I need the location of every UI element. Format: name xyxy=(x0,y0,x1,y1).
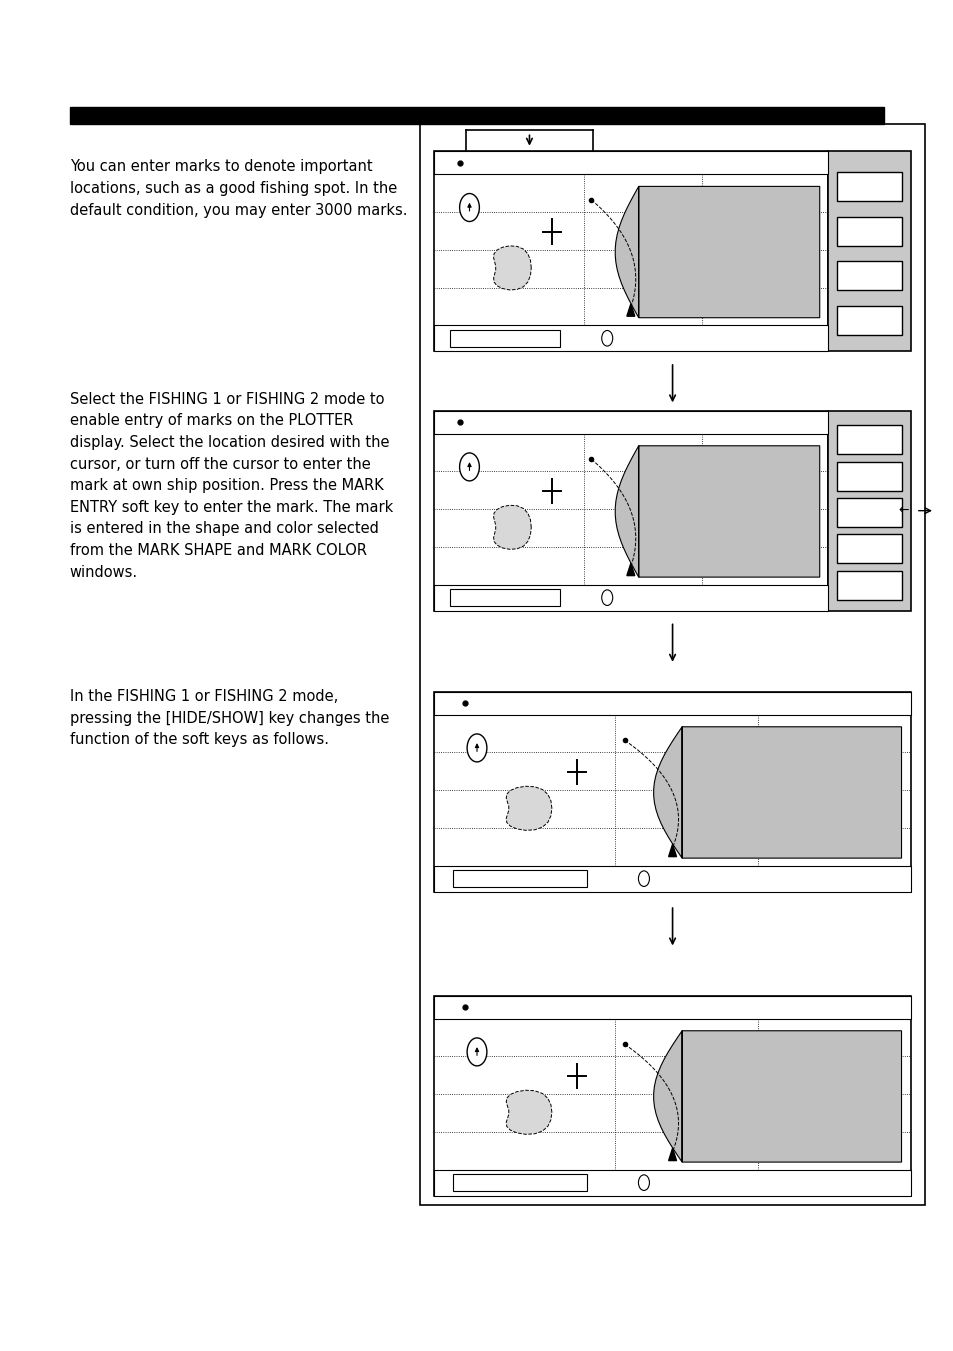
Circle shape xyxy=(467,734,486,762)
Bar xyxy=(450,330,559,347)
Bar xyxy=(434,996,910,1196)
Bar xyxy=(836,570,901,600)
Text: Select the FISHING 1 or FISHING 2 mode to
enable entry of marks on the PLOTTER
d: Select the FISHING 1 or FISHING 2 mode t… xyxy=(70,392,393,580)
Bar xyxy=(434,151,826,174)
Polygon shape xyxy=(653,1031,901,1162)
Bar xyxy=(826,151,910,351)
Bar xyxy=(434,692,910,892)
Bar xyxy=(453,870,586,888)
Bar xyxy=(836,535,901,563)
Bar xyxy=(419,124,924,1205)
Bar xyxy=(836,426,901,454)
Bar xyxy=(836,216,901,246)
Bar xyxy=(434,585,826,611)
Polygon shape xyxy=(615,186,819,317)
Polygon shape xyxy=(615,446,819,577)
Circle shape xyxy=(459,453,478,481)
Bar xyxy=(836,462,901,490)
Text: You can enter marks to denote important
locations, such as a good fishing spot. : You can enter marks to denote important … xyxy=(70,159,407,218)
Bar xyxy=(836,305,901,335)
Polygon shape xyxy=(493,505,531,550)
Polygon shape xyxy=(493,246,531,290)
Circle shape xyxy=(459,193,478,222)
Circle shape xyxy=(601,331,612,346)
Circle shape xyxy=(601,590,612,605)
Text: ←: ← xyxy=(898,504,908,517)
Polygon shape xyxy=(626,563,634,576)
Bar xyxy=(453,1174,586,1192)
Circle shape xyxy=(638,1175,649,1190)
Polygon shape xyxy=(626,304,634,316)
Polygon shape xyxy=(506,1090,551,1135)
Text: In the FISHING 1 or FISHING 2 mode,
pressing the [HIDE/SHOW] key changes the
fun: In the FISHING 1 or FISHING 2 mode, pres… xyxy=(70,689,389,747)
Circle shape xyxy=(638,871,649,886)
Bar xyxy=(434,151,826,351)
Bar xyxy=(434,1170,910,1196)
Bar xyxy=(434,326,826,351)
Bar xyxy=(434,411,826,434)
Bar xyxy=(434,996,910,1019)
Bar xyxy=(836,173,901,201)
Bar xyxy=(434,692,910,715)
Bar xyxy=(70,107,883,124)
Bar xyxy=(450,589,559,607)
Polygon shape xyxy=(653,727,901,858)
Circle shape xyxy=(467,1038,486,1066)
Bar xyxy=(826,411,910,611)
Bar xyxy=(836,499,901,527)
Bar xyxy=(434,411,826,611)
Polygon shape xyxy=(506,786,551,831)
Bar xyxy=(434,866,910,892)
Polygon shape xyxy=(668,1148,676,1161)
Bar xyxy=(836,261,901,290)
Polygon shape xyxy=(668,844,676,857)
